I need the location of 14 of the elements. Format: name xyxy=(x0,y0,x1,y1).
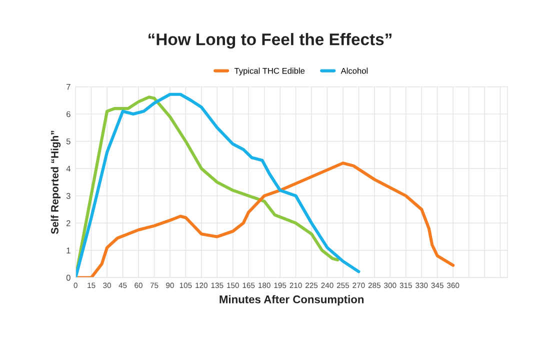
x-axis-title: Minutes After Consumption xyxy=(220,295,364,306)
y-tick-label: 2 xyxy=(66,220,70,226)
y-tick-label: 0 xyxy=(66,274,70,281)
legend-label: Alcohol xyxy=(340,68,368,74)
line-series xyxy=(76,162,455,278)
y-tick-label: 7 xyxy=(66,84,70,90)
y-tick-label: 3 xyxy=(66,193,70,199)
y-axis-title: Self Reported “High” xyxy=(50,130,61,234)
y-tick-label: 1 xyxy=(66,248,70,254)
y-tick-label: 4 xyxy=(66,166,70,172)
legend-label: Typical THC Edible xyxy=(234,68,305,76)
y-tick-label: 5 xyxy=(66,138,70,144)
chart-title: “How Long to Feel the Effects” xyxy=(148,33,392,49)
y-tick-label: 6 xyxy=(66,111,70,118)
